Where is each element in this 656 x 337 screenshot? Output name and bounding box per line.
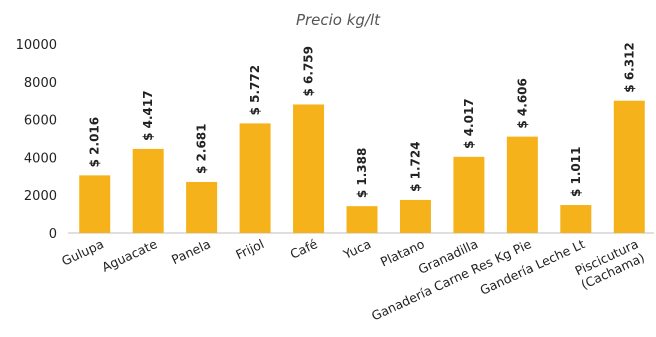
x-tick-label-line: Gulupa [59,236,106,268]
y-tick-label: 8000 [24,76,57,91]
bar [186,181,218,233]
x-tick-label-line: Panela [169,236,213,267]
data-label: $ 2.016 [88,117,102,167]
y-tick-label: 2000 [24,189,57,204]
y-tick-label: 6000 [24,114,57,129]
data-label: $ 5.772 [248,65,262,115]
y-tick-label: 0 [49,227,57,242]
data-label: $ 4.417 [141,90,155,140]
x-tick-label: Café [288,236,320,262]
data-label: $ 1.011 [569,147,583,197]
bar [453,156,485,233]
x-tick-label-line: Frijol [233,236,266,262]
data-label: $ 2.681 [195,123,209,173]
data-label: $ 6.312 [622,42,636,92]
x-tick-label: Frijol [233,236,266,262]
x-tick-label: Aguacate [99,236,159,275]
x-tick-label: Panela [169,236,213,267]
x-tick-label: Gulupa [59,236,106,268]
bar [132,148,164,233]
bar [239,123,271,233]
data-label: $ 6.759 [302,46,316,96]
x-tick-label: Yuca [340,236,373,262]
x-tick-label-line: Aguacate [99,236,159,275]
data-label: $ 4.017 [462,98,476,148]
bar [560,205,592,233]
x-tick-label-line: Café [288,236,320,262]
bar [79,175,111,233]
data-label: $ 4.606 [515,78,529,128]
y-tick-label: 10000 [16,38,57,53]
bar [399,199,431,233]
data-label: $ 1.724 [408,141,422,191]
y-tick-label: 4000 [24,151,57,166]
bar [613,100,645,233]
data-labels: $ 2.016 $ 4.417 $ 2.681 $ 5.772 $ 6.759 $ 1.3… [88,42,637,198]
bar [506,136,538,233]
chart-title: Precio kg/lt [296,11,381,29]
x-tick-label-line: Yuca [340,236,373,262]
y-axis: 0 2000 4000 6000 8000 10000 [16,38,654,242]
bar [346,206,378,233]
data-label: $ 1.388 [355,148,369,198]
bar [293,104,325,233]
bars [79,100,645,233]
